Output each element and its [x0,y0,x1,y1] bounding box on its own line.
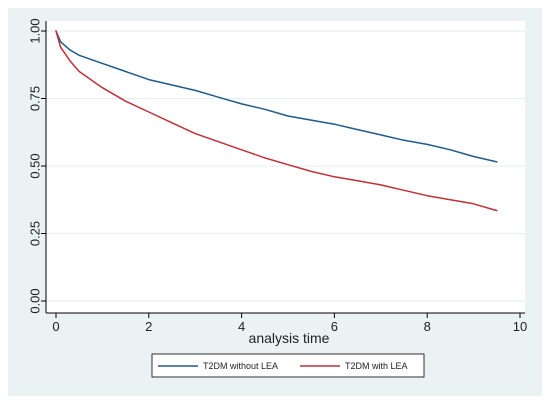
x-tick-label-1: 2 [145,319,152,334]
series-line-t2dm-with-lea [55,30,498,212]
x-axis-ticks: 0 2 4 6 8 10 [52,313,527,334]
plot-area [46,21,525,313]
x-tick-label-4: 8 [424,319,431,334]
y-tick-label-2: 0.50 [28,153,43,178]
x-axis-title: analysis time [249,330,330,346]
legend-box [151,353,425,378]
y-axis-ticks: 0.00 0.25 0.50 0.75 1.00 [28,18,46,314]
x-tick-label-0: 0 [52,319,59,334]
legend-label-t2dm-with-lea: T2DM with LEA [345,361,408,371]
y-tick-label-1: 0.25 [28,221,43,246]
series-lines [55,30,498,212]
y-tick-label-3: 0.75 [28,86,43,111]
x-tick-label-3: 6 [331,319,338,334]
legend-label-t2dm-without-lea: T2DM without LEA [203,361,278,371]
legend: T2DM without LEA T2DM with LEA [151,353,425,378]
series-line-t2dm-without-lea [55,30,498,163]
x-tick-label-5: 10 [513,319,527,334]
y-tick-label-0: 0.00 [28,288,43,313]
y-tick-label-4: 1.00 [28,18,43,43]
grid-lines [46,30,525,302]
x-tick-label-2: 4 [238,319,245,334]
